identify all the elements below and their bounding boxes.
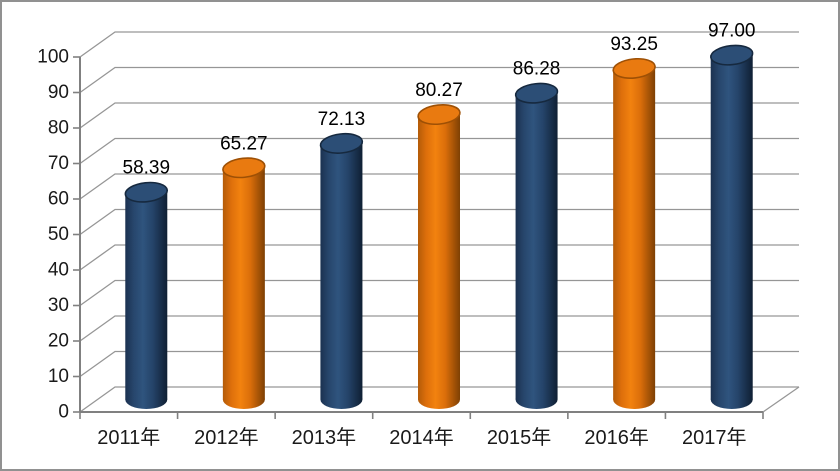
y-axis-label: 100 (37, 47, 69, 68)
x-axis-label: 2015年 (487, 426, 552, 449)
bar-value-label: 93.25 (610, 34, 658, 55)
bar-body (613, 68, 656, 400)
y-axis-label: 70 (48, 153, 69, 174)
bar-2017[interactable] (710, 44, 754, 409)
floor-edge (762, 386, 800, 413)
y-axis-label: 20 (48, 331, 69, 352)
y-axis-label: 40 (48, 260, 69, 281)
bar-value-label: 86.28 (513, 59, 561, 80)
gridline (79, 31, 799, 58)
bar-body (222, 167, 265, 400)
gridline (79, 137, 799, 165)
bar-body (418, 114, 460, 400)
bar-top-cap (514, 82, 559, 104)
gridline (79, 279, 799, 307)
bar-body (515, 93, 558, 400)
bar-top-cap (222, 157, 266, 179)
x-axis-label: 2017年 (682, 426, 747, 449)
bar-value-label: 80.27 (415, 80, 463, 101)
gridline (79, 386, 799, 413)
gridline (79, 102, 799, 129)
bar-2015[interactable] (514, 82, 559, 409)
gridline (79, 315, 799, 342)
gridline (79, 66, 799, 94)
y-axis-label: 90 (48, 82, 69, 103)
bar-body (125, 192, 168, 400)
x-axis-label: 2012年 (194, 426, 259, 449)
x-axis-label: 2014年 (389, 426, 454, 449)
bar-top-cap (124, 181, 168, 203)
bar-top-cap (417, 104, 461, 126)
y-axis-label: 0 (58, 402, 69, 423)
y-axis-label: 10 (48, 366, 69, 387)
bar-2012[interactable] (222, 156, 266, 409)
x-axis-label: 2016年 (584, 426, 649, 449)
bar-2011[interactable] (124, 181, 168, 409)
bar-body (710, 55, 753, 400)
bar-top-cap (612, 57, 656, 79)
gridline (79, 350, 799, 378)
gridline (79, 244, 799, 271)
y-axis-label: 60 (48, 189, 69, 210)
bar-2016[interactable] (612, 57, 656, 409)
bar-value-label: 65.27 (220, 133, 268, 154)
bar-top-cap (319, 132, 364, 154)
bar-value-label: 97.00 (708, 21, 756, 42)
gridline (79, 208, 799, 236)
y-axis-label: 50 (48, 224, 69, 245)
bar-2013[interactable] (319, 132, 364, 409)
bar-2014[interactable] (417, 103, 461, 409)
x-axis-label: 2011年 (97, 426, 160, 449)
bar-body (320, 143, 363, 400)
bar-value-label: 58.39 (123, 158, 171, 179)
y-axis-label: 80 (48, 118, 69, 139)
bar-top-cap (710, 44, 754, 66)
bar-value-label: 72.13 (318, 109, 366, 130)
y-axis-label: 30 (48, 295, 69, 316)
gridline (79, 173, 799, 200)
x-axis-label: 2013年 (292, 426, 357, 449)
